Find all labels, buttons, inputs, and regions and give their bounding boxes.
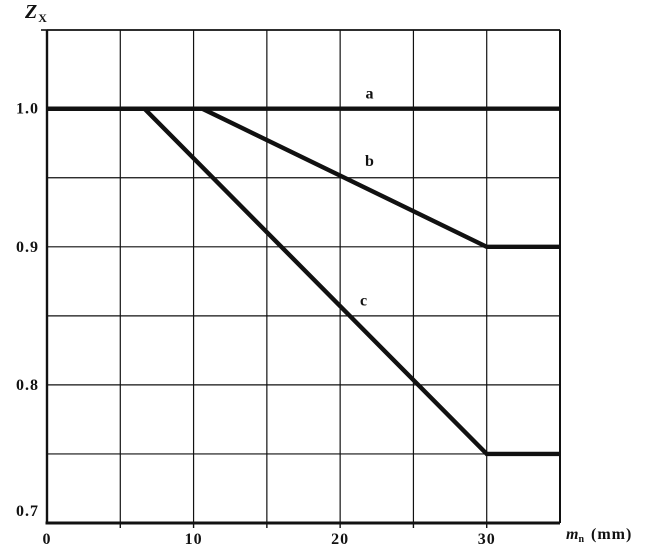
series-label-c: c <box>360 293 367 310</box>
y-axis-subscript: X <box>38 11 47 25</box>
x-axis-variable: m <box>566 526 579 543</box>
y-tick-label: 0.8 <box>16 377 39 394</box>
y-axis-variable: Z <box>25 1 38 23</box>
y-tick-label: 0.7 <box>16 503 39 520</box>
x-tick-label: 0 <box>43 531 52 548</box>
x-axis-title: mn (mm) <box>566 527 632 545</box>
series-label-a: a <box>365 86 373 103</box>
y-tick-label: 0.9 <box>16 239 39 256</box>
series-label-b: b <box>365 153 374 170</box>
x-tick-label: 20 <box>331 531 349 548</box>
x-axis-unit: (mm) <box>591 526 633 543</box>
x-axis-subscript: n <box>578 534 585 545</box>
series-line-c <box>47 106 560 457</box>
y-axis-title: ZX <box>25 2 47 24</box>
y-tick-label: 1.0 <box>16 101 39 118</box>
x-tick-label: 30 <box>478 531 496 548</box>
x-tick-label: 10 <box>185 531 203 548</box>
